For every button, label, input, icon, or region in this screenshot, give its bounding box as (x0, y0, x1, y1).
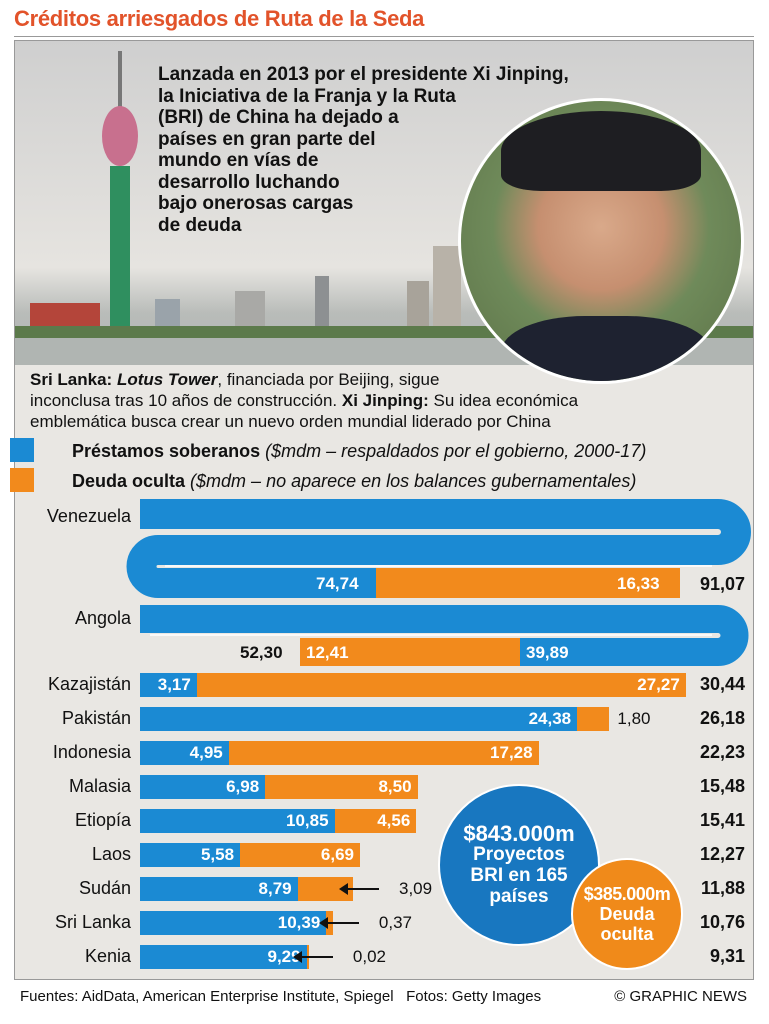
value-label-outside: 3,09 (399, 879, 433, 898)
total-label: 52,30 (240, 643, 283, 662)
caption-lotus-tower: Lotus Tower (116, 370, 218, 389)
bar-hidden (334, 809, 417, 833)
portrait-hair (501, 111, 701, 191)
intro-line: Lanzada en 2013 por el presidente Xi Jin… (158, 64, 569, 85)
value-label: 17,28 (490, 743, 533, 762)
intro-line: países en gran parte del (158, 128, 376, 150)
intro-line: la Iniciativa de la Franja y la Ruta (158, 85, 456, 107)
value-label: 4,56 (377, 811, 411, 830)
total-label: 12,27 (699, 844, 745, 864)
value-label: 74,74 (316, 574, 359, 593)
total-label: 11,88 (700, 878, 745, 898)
bar-sovereign (140, 843, 241, 867)
bar-angola-sovereign (140, 605, 749, 666)
bar-sovereign (140, 775, 266, 799)
bar-hidden (265, 775, 418, 799)
value-label: 24,38 (528, 709, 572, 728)
legend-swatch-hidden (10, 468, 34, 492)
bar-hidden (240, 843, 360, 867)
country-label: Etiopía (74, 810, 131, 830)
intro-line: mundo en vías de (158, 150, 319, 171)
caption-label-sri-lanka: Sri Lanka: (30, 370, 113, 389)
serpentine-bars (126, 499, 751, 666)
country-label: Indonesia (52, 742, 131, 762)
intro-text: Lanzada en 2013 por el presidente Xi Jin… (158, 64, 569, 236)
intro-line: de deuda (158, 214, 242, 236)
value-label-outside: 0,02 (352, 947, 387, 966)
bubble-hidden-debt: $385.000m Deuda oculta (571, 858, 683, 970)
callout-arrowhead-icon (339, 883, 348, 895)
bar-sovereign (140, 809, 335, 833)
portrait-xi-jinping (458, 98, 744, 384)
value-label: 6,98 (226, 777, 260, 796)
bar-hidden (196, 673, 686, 697)
bar-sovereign (140, 673, 197, 697)
country-label: Malasia (68, 776, 131, 796)
country-label: Kenia (84, 946, 131, 966)
country-label: Pakistán (61, 708, 131, 728)
intro-line: (BRI) de China ha dejado a (158, 107, 399, 128)
legend-hidden: Deuda oculta ($mdm – no aparece en los b… (72, 471, 637, 491)
country-label: Sudán (78, 878, 131, 898)
value-label: 27,27 (637, 675, 680, 694)
bar-sovereign (140, 741, 229, 765)
value-label: 16,33 (617, 574, 660, 593)
bar-hidden (228, 741, 539, 765)
legend-sovereign: Préstamos soberanos ($mdm – respaldados … (72, 441, 647, 461)
callout-arrowhead-icon (318, 917, 328, 929)
bar-sovereign (140, 945, 307, 969)
bar-sovereign (140, 911, 327, 935)
value-label-outside: 1,80 (617, 709, 651, 728)
callout-arrowhead-icon (292, 951, 302, 963)
total-label: 9,31 (709, 946, 745, 966)
value-label: 9,29 (267, 947, 301, 966)
portrait-suit (501, 316, 711, 381)
value-label: 6,69 (320, 845, 355, 864)
country-label: Venezuela (46, 506, 131, 526)
total-label: 30,44 (699, 674, 745, 694)
bar-hidden (577, 707, 610, 731)
value-label-outside: 0,37 (378, 913, 413, 932)
caption-text: Su idea económica (433, 391, 579, 410)
callout-arrow-icon (341, 888, 379, 890)
value-label: 5,58 (200, 845, 235, 864)
intro-line: desarrollo luchando (158, 171, 340, 193)
intro-line: bajo onerosas cargas (158, 193, 354, 214)
value-label: 3,17 (157, 675, 191, 694)
callout-arrow-icon (320, 922, 359, 924)
country-label: Sri Lanka (54, 912, 131, 932)
title-divider (14, 36, 754, 37)
total-label: 10,76 (699, 912, 745, 932)
callout-arrow-icon (294, 956, 333, 958)
bar-venezuela-sovereign (126, 499, 751, 598)
value-label: 39,89 (526, 643, 569, 662)
total-label: 22,23 (699, 742, 745, 762)
legend-swatch-sovereign (10, 438, 34, 462)
footer-sources: Fuentes: AidData, American Enterprise In… (20, 988, 542, 1005)
total-label: 91,07 (699, 574, 745, 594)
total-label: 15,48 (699, 776, 745, 796)
caption-text: , financiada por Beijing, sigue (217, 370, 440, 389)
value-label: 12,41 (306, 643, 349, 662)
bar-sovereign (140, 877, 298, 901)
value-label: 8,50 (378, 777, 412, 796)
country-label: Kazajistán (47, 674, 131, 694)
country-label: Laos (91, 844, 131, 864)
photo-caption: Sri Lanka: Lotus Tower, financiada por B… (30, 369, 578, 432)
value-label: 8,79 (258, 879, 292, 898)
value-label: 10,39 (277, 913, 321, 932)
caption-text: emblemática busca crear un nuevo orden m… (30, 412, 551, 431)
total-label: 26,18 (699, 708, 745, 728)
country-label: Angola (74, 608, 131, 628)
footer-credit: © GRAPHIC NEWS (614, 988, 747, 1005)
infographic-title: Créditos arriesgados de Ruta de la Seda (14, 6, 425, 31)
value-label: 4,95 (189, 743, 223, 762)
bar-sovereign (140, 707, 578, 731)
footer-photos: Fotos: Getty Images (406, 988, 542, 1005)
caption-text: inconclusa tras 10 años de construcción. (30, 391, 338, 410)
total-label: 15,41 (699, 810, 745, 830)
caption-label-xi: Xi Jinping: (341, 391, 429, 410)
value-label: 10,85 (286, 811, 329, 830)
